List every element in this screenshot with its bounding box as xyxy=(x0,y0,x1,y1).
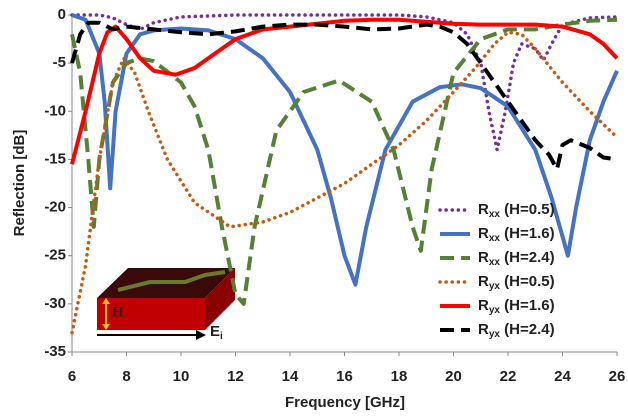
x-tick-label: 26 xyxy=(609,368,626,385)
y-tick-label: -20 xyxy=(44,199,66,216)
series-line xyxy=(70,17,619,165)
field-label: Ei xyxy=(210,323,223,342)
height-label: H xyxy=(112,304,124,320)
arrow-head xyxy=(196,330,206,340)
legend-label: Rxx (H=1.6) xyxy=(478,225,555,244)
y-tick-label: -10 xyxy=(44,102,66,119)
y-tick-label: -35 xyxy=(44,343,66,360)
x-axis-title: Frequency [GHz] xyxy=(285,394,405,411)
y-tick-label: -25 xyxy=(44,247,66,264)
series-line xyxy=(70,17,618,306)
y-tick-label: -15 xyxy=(44,150,66,167)
legend-label: Rxx (H=2.4) xyxy=(478,249,555,268)
block-front xyxy=(97,298,205,330)
x-tick-label: 24 xyxy=(554,368,571,385)
x-tick-label: 18 xyxy=(391,368,408,385)
y-tick-label: -5 xyxy=(53,54,66,71)
block-side xyxy=(205,268,235,330)
x-tick-label: 22 xyxy=(500,368,517,385)
x-tick-label: 14 xyxy=(282,368,299,385)
arrow-head xyxy=(102,298,110,304)
x-tick-label: 8 xyxy=(122,368,130,385)
y-tick-label: 0 xyxy=(58,6,66,23)
pattern xyxy=(117,270,226,292)
legend-label: Ryx (H=1.6) xyxy=(478,297,555,316)
legend-label: Ryx (H=0.5) xyxy=(478,273,555,292)
x-tick-label: 12 xyxy=(227,368,244,385)
series-line xyxy=(70,30,619,335)
x-tick-label: 10 xyxy=(173,368,190,385)
x-tick-label: 6 xyxy=(68,368,76,385)
inset-illustration xyxy=(97,268,235,340)
y-tick-label: -30 xyxy=(44,295,66,312)
x-tick-label: 20 xyxy=(445,368,462,385)
series-line xyxy=(71,13,619,287)
x-tick-label: 16 xyxy=(336,368,353,385)
legend-label: Ryx (H=2.4) xyxy=(478,321,555,340)
legend-label: Rxx (H=0.5) xyxy=(478,201,555,220)
y-axis-title: Reflection [dB] xyxy=(11,130,28,237)
series-line xyxy=(70,20,618,172)
arrow-head xyxy=(102,324,110,330)
